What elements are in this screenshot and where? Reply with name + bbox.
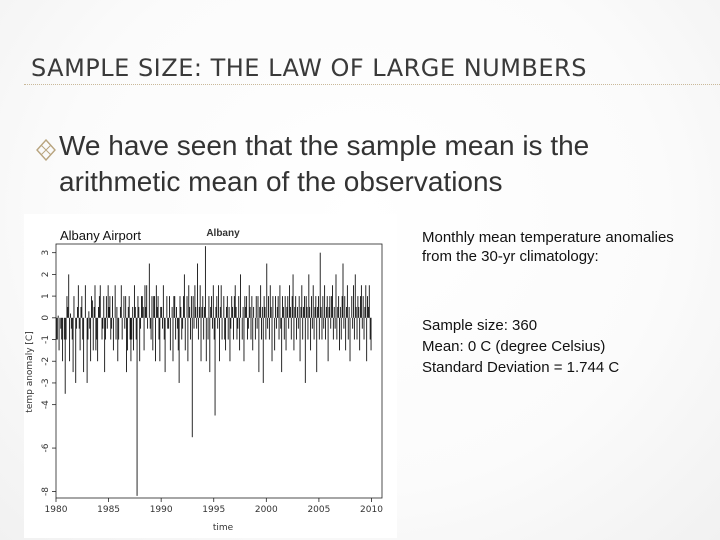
- chart-title: Albany: [206, 228, 240, 239]
- chart-description: Monthly mean temperature anomalies from …: [422, 229, 674, 265]
- y-tick-label: -1: [41, 335, 51, 344]
- x-tick-label: 2000: [255, 505, 278, 515]
- chart-overlay-label: Albany Airport: [60, 228, 141, 243]
- mean-stat: Mean: 0 C (degree Celsius): [422, 338, 606, 355]
- y-tick-label: 2: [41, 272, 51, 278]
- y-tick-label: 3: [41, 250, 51, 256]
- x-tick-label: 1980: [45, 505, 68, 515]
- y-axis-label: temp anomaly [C]: [25, 331, 35, 412]
- x-tick-label: 2005: [307, 505, 330, 515]
- slide-title: SAMPLE SIZE: THE LAW OF LARGE NUMBERS: [31, 54, 587, 82]
- bar-chart: 1980 1985 1990 1995 2000 2005 2010 -8 -6 -4 -3 -2 -1…: [25, 228, 383, 533]
- y-tick-label: -4: [41, 400, 51, 409]
- y-tick-label: -3: [41, 378, 51, 387]
- sample-size-stat: Sample size: 360: [422, 317, 538, 334]
- plot-frame: [55, 243, 383, 499]
- x-tick-label: 1995: [202, 505, 225, 515]
- bullet-point: We have seen that the sample mean is the…: [59, 130, 590, 197]
- y-tick-label: -6: [41, 443, 51, 452]
- chart-axes: 1980 1985 1990 1995 2000 2005 2010 -8 -6 -4 -3 -2 -1…: [41, 243, 383, 515]
- x-axis-label: time: [213, 523, 234, 533]
- title-divider: [24, 84, 720, 85]
- chart-bars: [55, 246, 372, 496]
- diamond-outline-bullet-icon: [36, 139, 56, 161]
- y-tick-label: -8: [41, 487, 51, 496]
- std-dev-stat: Standard Deviation = 1.744 C: [422, 359, 620, 376]
- x-tick-label: 1990: [150, 505, 173, 515]
- y-tick-label: 1: [41, 293, 51, 299]
- stats-block: Sample size: 360 Mean: 0 C (degree Celsi…: [422, 315, 712, 378]
- y-tick-label: -2: [41, 357, 51, 366]
- x-tick-label: 1985: [97, 505, 120, 515]
- x-tick-label: 2010: [360, 505, 383, 515]
- chart-image: 1980 1985 1990 1995 2000 2005 2010 -8 -6 -4 -3 -2 -1…: [24, 214, 397, 538]
- y-tick-label: 0: [41, 315, 51, 321]
